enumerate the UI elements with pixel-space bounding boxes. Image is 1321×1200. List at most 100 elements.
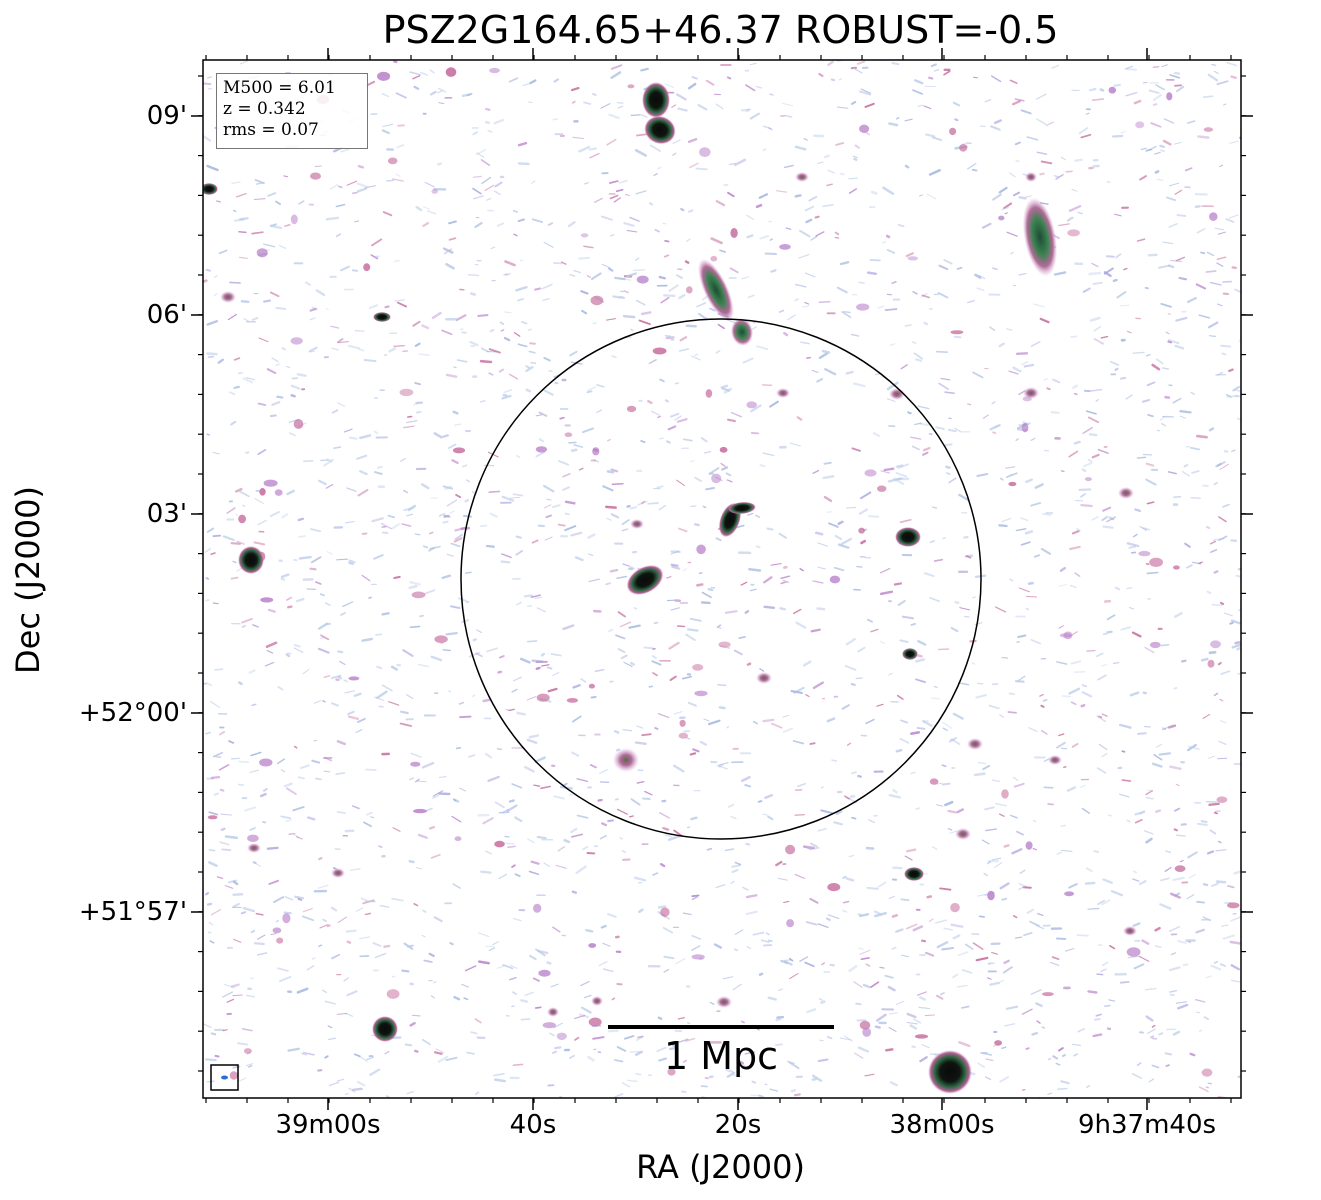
faint-blob [556, 1032, 567, 1041]
faint-blob [256, 248, 268, 258]
faint-blob [489, 67, 500, 74]
faint-blob [1021, 423, 1029, 433]
radio-source [1023, 387, 1039, 399]
y-tick-label: 09' [146, 101, 187, 131]
faint-blob [949, 127, 957, 136]
faint-blob [652, 347, 667, 355]
faint-blob [1135, 121, 1145, 129]
faint-blob [1201, 1068, 1213, 1077]
faint-blob [626, 405, 637, 413]
faint-blob [290, 214, 298, 225]
radio-source [613, 748, 639, 772]
faint-blob [588, 943, 597, 948]
faint-blob [705, 389, 713, 398]
faint-blob [259, 488, 266, 496]
faint-blob [536, 693, 550, 702]
faint-blob [386, 989, 400, 999]
radio-source [591, 996, 603, 1006]
faint-blob [627, 84, 635, 89]
faint-blob [592, 447, 600, 456]
faint-blob [710, 255, 718, 262]
faint-blob [533, 903, 542, 913]
radio-source [644, 115, 676, 145]
info-box: M500 = 6.01 z = 0.342 rms = 0.07 [216, 73, 368, 149]
faint-blob [1174, 865, 1186, 872]
faint-blob [858, 527, 865, 534]
faint-blob [1227, 902, 1240, 909]
radio-source [331, 868, 345, 878]
radio-source [1022, 197, 1058, 277]
faint-blob [785, 844, 796, 855]
faint-blob [542, 1022, 556, 1029]
faint-blob [730, 228, 738, 238]
faint-blob [1138, 550, 1151, 557]
x-tick-label: 9h37m40s [1077, 1110, 1217, 1140]
faint-blob [827, 883, 841, 892]
plot-title: PSZ2G164.65+46.37 ROBUST=-0.5 [382, 8, 1059, 52]
faint-blob [1084, 477, 1092, 482]
faint-blob [1001, 789, 1009, 799]
faint-blob [859, 124, 870, 133]
faint-blob [290, 337, 303, 345]
axis-ticks [191, 48, 1253, 1110]
faint-blob [678, 732, 688, 739]
faint-blob [564, 432, 573, 438]
faint-blob [580, 233, 589, 238]
faint-blob [293, 419, 304, 429]
radio-source [795, 172, 809, 182]
faint-blob [829, 575, 841, 584]
faint-blob [959, 144, 968, 152]
x-tick-label: 20s [714, 1110, 762, 1140]
faint-blob [987, 890, 995, 901]
radio-source [203, 183, 218, 195]
beam-box [210, 1064, 239, 1091]
faint-blob [950, 902, 960, 913]
faint-blob [588, 683, 596, 689]
faint-blob [538, 969, 551, 977]
faint-blob [431, 189, 439, 194]
faint-blob [1008, 481, 1017, 487]
faint-blob [859, 1020, 871, 1030]
radio-sources [203, 67, 1240, 1094]
radio-source [730, 318, 754, 346]
y-tick-label: +51°57' [78, 897, 187, 927]
scale-bar-label: 1 Mpc [663, 1034, 779, 1078]
faint-blob [686, 286, 693, 294]
faint-blob [691, 954, 705, 960]
radio-source [756, 672, 772, 684]
faint-blob [699, 147, 711, 158]
faint-blob [588, 1017, 602, 1027]
faint-blob [377, 71, 391, 81]
faint-blob [711, 473, 722, 484]
faint-blob [494, 840, 505, 848]
faint-blob [914, 1034, 929, 1039]
radio-source [626, 564, 664, 596]
faint-blob [667, 1068, 676, 1076]
faint-blob [1173, 565, 1180, 570]
faint-blob [779, 244, 791, 250]
radio-source [630, 519, 644, 529]
radio-source [716, 996, 732, 1008]
faint-blob [434, 635, 448, 643]
radio-source [904, 867, 924, 881]
faint-blob [746, 401, 757, 409]
x-tick-label: 39m00s [275, 1110, 381, 1140]
faint-blob [696, 544, 706, 555]
x-tick-label: 38m00s [889, 1110, 995, 1140]
faint-blob [535, 446, 548, 453]
faint-blob [274, 489, 283, 496]
faint-blob [413, 808, 427, 814]
faint-blob [719, 446, 728, 453]
r500-circle [460, 318, 982, 840]
faint-blob [856, 303, 870, 311]
radio-source [728, 501, 756, 515]
rms-text: rms = 0.07 [223, 120, 319, 140]
plot-background [203, 60, 1241, 1098]
faint-blob [411, 591, 426, 599]
faint-blob [864, 469, 877, 477]
faint-blob [1166, 92, 1173, 101]
radio-source [220, 291, 236, 303]
faint-blob [247, 834, 259, 842]
radio-source [889, 388, 905, 400]
